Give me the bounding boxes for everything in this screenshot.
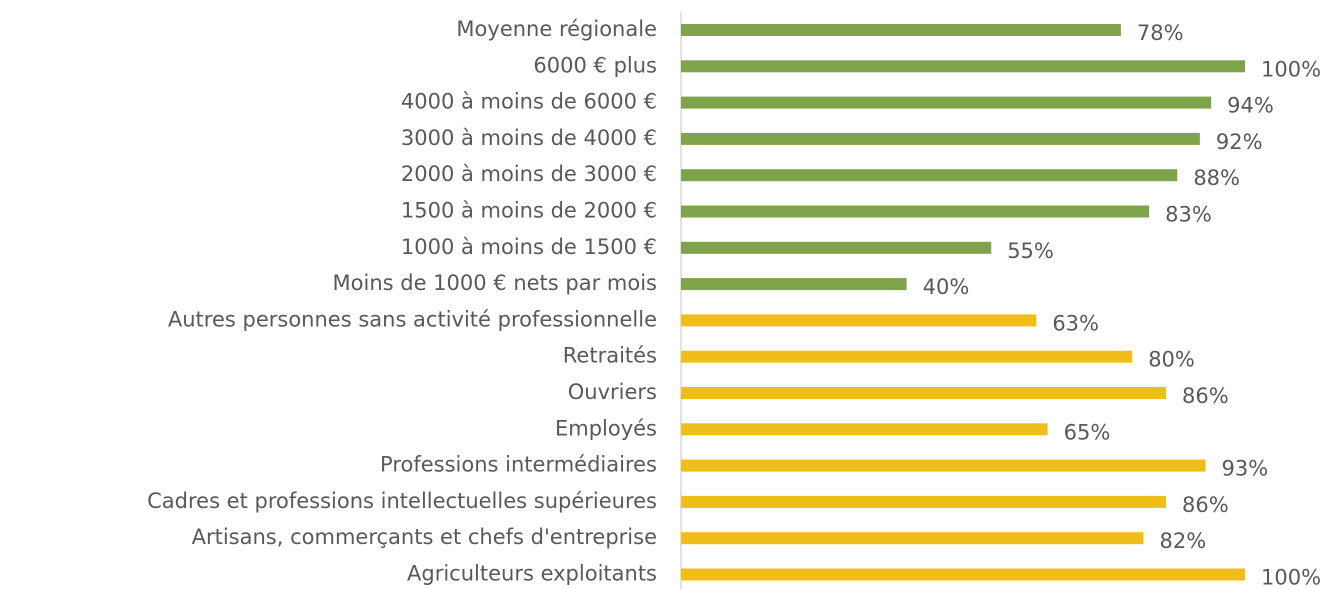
value-label: 65% (1064, 420, 1111, 444)
bar (681, 60, 1245, 73)
value-label: 80% (1148, 348, 1195, 372)
value-label: 86% (1182, 384, 1229, 408)
value-label: 78% (1137, 21, 1184, 45)
y-tick-label: Agriculteurs exploitants (407, 562, 657, 586)
y-tick-label: Retraités (563, 344, 657, 368)
value-label: 55% (1007, 239, 1054, 263)
y-tick-label: 1000 à moins de 1500 € (401, 235, 657, 259)
y-tick-label: 2000 à moins de 3000 € (401, 162, 657, 186)
y-tick-label: Autres personnes sans activité professio… (168, 307, 657, 331)
value-label: 88% (1193, 166, 1240, 190)
value-label: 63% (1052, 311, 1099, 335)
bar (681, 350, 1133, 363)
value-label: 40% (923, 275, 970, 299)
value-label: 100% (1261, 57, 1321, 81)
bar (681, 387, 1167, 399)
value-label: 82% (1159, 529, 1206, 553)
bar (681, 96, 1212, 109)
bar (681, 423, 1048, 436)
bar (681, 205, 1150, 218)
y-tick-label: Moyenne régionale (456, 17, 657, 41)
value-label: 83% (1165, 203, 1212, 227)
bar (681, 132, 1200, 145)
value-label: 92% (1216, 130, 1263, 154)
bar (681, 24, 1121, 36)
bar (681, 169, 1178, 182)
bar (681, 532, 1144, 545)
y-tick-label: 3000 à moins de 4000 € (401, 126, 657, 150)
y-tick-label: Cadres et professions intellectuelles su… (147, 489, 657, 513)
y-tick-label: 6000 € plus (533, 53, 657, 77)
bar (681, 495, 1167, 508)
value-label: 100% (1261, 566, 1321, 589)
value-label: 86% (1182, 493, 1229, 517)
value-label: 93% (1222, 457, 1269, 481)
y-tick-label: Employés (555, 416, 657, 440)
y-tick-label: 4000 à moins de 6000 € (401, 90, 657, 114)
value-label: 94% (1227, 94, 1274, 118)
bar (681, 314, 1037, 327)
y-tick-label: Ouvriers (568, 380, 657, 404)
y-tick-label: Moins de 1000 € nets par mois (333, 271, 657, 295)
bar (681, 568, 1245, 581)
y-tick-label: 1500 à moins de 2000 € (401, 199, 657, 223)
bar (681, 278, 907, 291)
y-tick-label: Artisans, commerçants et chefs d'entrepr… (192, 525, 657, 549)
bar (681, 241, 992, 254)
bar (681, 459, 1206, 472)
y-tick-label: Professions intermédiaires (380, 453, 657, 477)
